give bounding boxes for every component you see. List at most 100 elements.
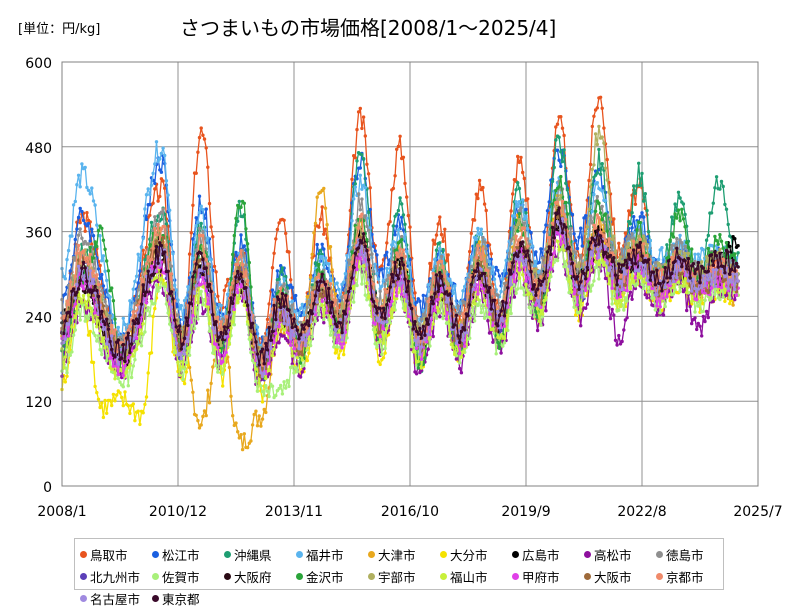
data-point [221, 384, 224, 387]
data-point [635, 184, 638, 187]
data-point [480, 228, 483, 231]
data-point [703, 299, 706, 302]
data-point [518, 200, 521, 203]
data-point [392, 224, 395, 227]
data-point [231, 414, 234, 417]
data-point [432, 269, 435, 272]
data-point [359, 107, 362, 110]
data-point [100, 401, 103, 404]
data-point [147, 306, 150, 309]
data-point [190, 379, 193, 382]
data-point [307, 300, 310, 303]
data-point [533, 315, 536, 318]
data-point [321, 243, 324, 246]
data-point [710, 296, 713, 299]
data-point [77, 216, 80, 219]
data-point [325, 223, 328, 226]
data-point [65, 371, 68, 374]
data-point [216, 313, 219, 316]
data-point [340, 295, 343, 298]
data-point [299, 375, 302, 378]
data-point [103, 300, 106, 303]
data-point [516, 155, 519, 158]
data-point [551, 180, 554, 183]
data-point [274, 237, 277, 240]
data-point [281, 392, 284, 395]
data-point [208, 401, 211, 404]
data-point [432, 239, 435, 242]
data-point [670, 244, 673, 247]
data-point [137, 253, 140, 256]
data-point [509, 312, 512, 315]
data-point [566, 188, 569, 191]
data-point [100, 289, 103, 292]
data-point [526, 197, 529, 200]
data-point [438, 315, 441, 318]
data-point [579, 324, 582, 327]
data-point [342, 281, 345, 284]
data-point [322, 247, 325, 250]
data-point [69, 269, 72, 272]
data-point [592, 279, 595, 282]
data-point [168, 209, 171, 212]
data-point [254, 380, 257, 383]
data-point [470, 255, 473, 258]
data-point [644, 192, 647, 195]
data-point [87, 333, 90, 336]
data-point [564, 182, 567, 185]
data-point [443, 228, 446, 231]
data-point [191, 257, 194, 260]
data-point [712, 300, 715, 303]
data-point [133, 419, 136, 422]
data-point [64, 277, 67, 280]
data-point [438, 215, 441, 218]
data-point [198, 136, 201, 139]
data-point [556, 149, 559, 152]
data-point [153, 182, 156, 185]
data-point [337, 356, 340, 359]
data-point [317, 313, 320, 316]
data-point [374, 249, 377, 252]
data-point [236, 220, 239, 223]
data-point [514, 292, 517, 295]
data-point [523, 221, 526, 224]
data-point [428, 344, 431, 347]
data-point [418, 300, 421, 303]
data-point [476, 227, 479, 230]
data-point [209, 258, 212, 261]
data-point [538, 261, 541, 264]
data-point [289, 278, 292, 281]
data-point [294, 309, 297, 312]
data-point [640, 172, 643, 175]
data-point [145, 309, 148, 312]
data-point [601, 189, 604, 192]
data-point [702, 315, 705, 318]
data-point [347, 258, 350, 261]
data-point [715, 175, 718, 178]
data-point [524, 208, 527, 211]
data-point [438, 241, 441, 244]
data-point [286, 379, 289, 382]
data-point [562, 265, 565, 268]
data-point [209, 225, 212, 228]
data-point [87, 189, 90, 192]
data-point [446, 253, 449, 256]
data-point [137, 281, 140, 284]
data-point [113, 399, 116, 402]
data-point [733, 237, 736, 240]
data-point [647, 230, 650, 233]
data-point [718, 187, 721, 190]
data-point [460, 371, 463, 374]
data-point [562, 148, 565, 151]
data-point [82, 219, 85, 222]
data-point [145, 193, 148, 196]
data-point [458, 361, 461, 364]
data-point [287, 385, 290, 388]
data-point [123, 390, 126, 393]
data-point [388, 220, 391, 223]
data-point [72, 203, 75, 206]
data-point [195, 172, 198, 175]
data-point [383, 254, 386, 257]
data-point [140, 246, 143, 249]
data-point [405, 250, 408, 253]
